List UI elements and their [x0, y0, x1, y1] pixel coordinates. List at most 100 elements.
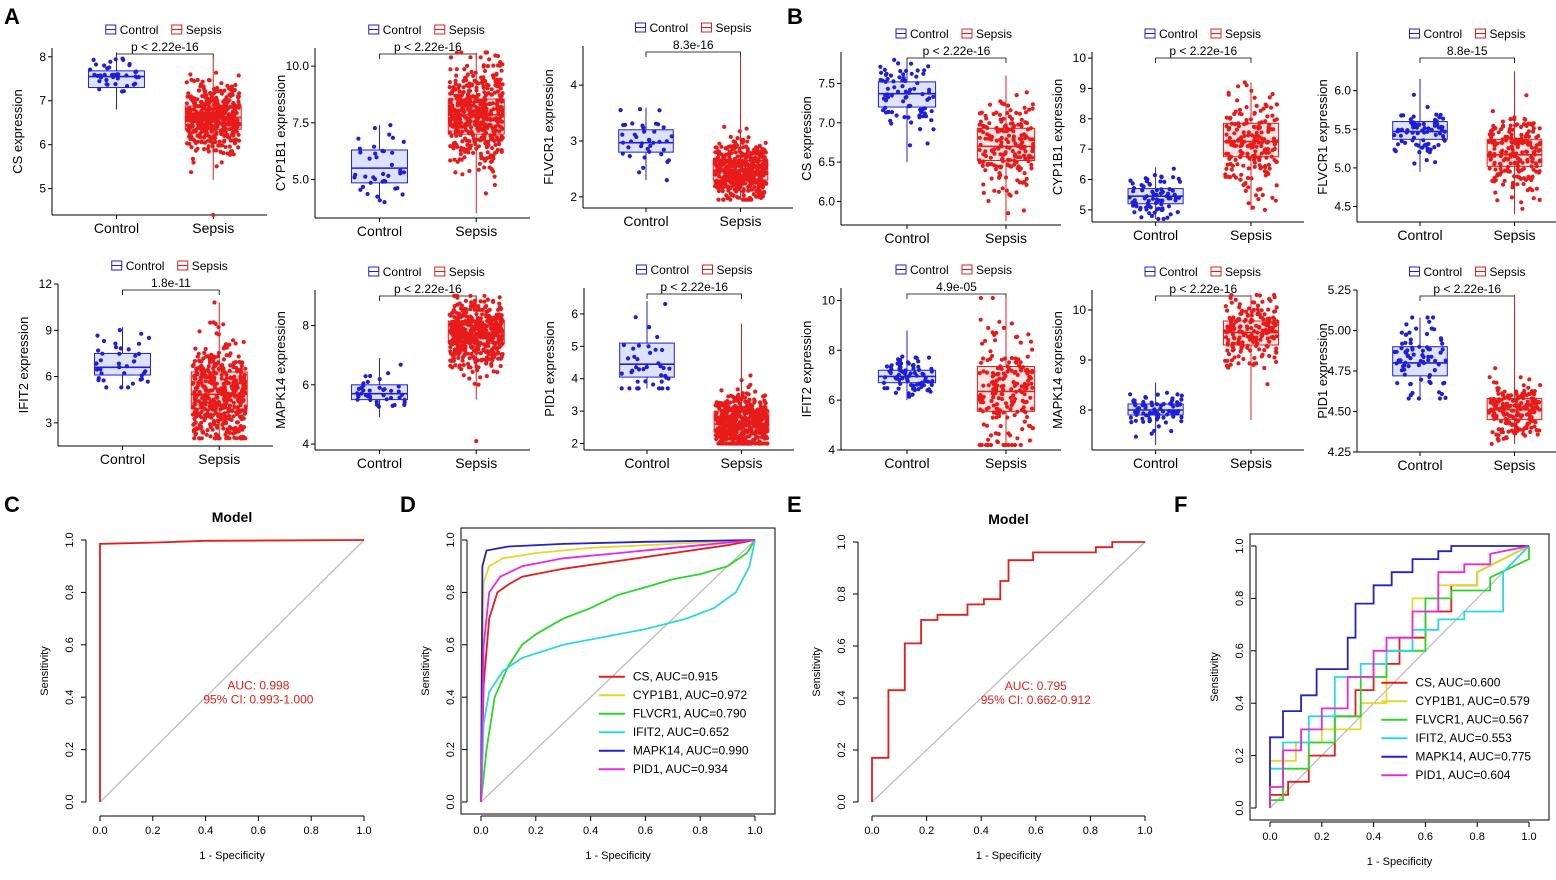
data-point [227, 414, 232, 419]
data-point [1014, 190, 1019, 195]
data-point [759, 435, 764, 440]
y-tick-label: 12 [39, 277, 53, 291]
data-point [223, 110, 228, 115]
data-point [1495, 141, 1500, 146]
data-point [762, 431, 767, 436]
data-point [1005, 415, 1010, 420]
data-point [635, 357, 640, 362]
data-point [717, 184, 722, 189]
data-point [489, 92, 494, 97]
data-point [720, 153, 726, 158]
data-point [460, 358, 465, 363]
data-point [208, 375, 213, 380]
data-point [721, 441, 726, 446]
data-point [482, 90, 487, 95]
data-point [216, 325, 221, 330]
data-point [199, 424, 204, 429]
data-point [1502, 178, 1507, 183]
data-point [1238, 149, 1243, 154]
data-point [717, 406, 722, 411]
data-point [760, 171, 765, 176]
data-point [220, 127, 225, 132]
data-point [1515, 145, 1520, 150]
data-point [1274, 102, 1279, 107]
data-point [1141, 419, 1146, 424]
data-point [1241, 163, 1246, 168]
data-point [995, 366, 1001, 371]
data-point [451, 307, 456, 313]
data-point [745, 139, 750, 144]
data-point [985, 161, 990, 167]
data-point [1169, 429, 1174, 434]
data-point [747, 164, 752, 169]
x-tick-label-sepsis: Sepsis [985, 230, 1027, 246]
data-point [92, 72, 97, 77]
data-point [473, 70, 478, 75]
data-point [619, 386, 624, 391]
data-point [762, 190, 767, 195]
data-point [723, 400, 728, 405]
data-point [203, 392, 208, 397]
data-point [1028, 376, 1034, 381]
legend-control-label: Control [1159, 27, 1198, 41]
data-point [739, 151, 744, 156]
y-tick-label: 4 [571, 372, 578, 386]
data-point [488, 322, 493, 327]
data-point [1526, 174, 1531, 179]
data-point [726, 171, 731, 177]
data-point [210, 126, 215, 131]
data-point [739, 178, 744, 183]
data-point [467, 341, 473, 346]
data-point [1245, 154, 1250, 159]
data-point [1531, 196, 1536, 201]
data-point [1233, 297, 1238, 302]
data-point [1179, 415, 1184, 420]
pvalue-label: p < 2.22e-16 [394, 40, 462, 54]
data-point [763, 181, 768, 186]
data-point [1515, 122, 1520, 127]
data-point [1008, 108, 1013, 113]
y-tick-label: 3 [571, 404, 578, 418]
data-point [231, 383, 236, 388]
data-point [1262, 207, 1267, 212]
data-point [219, 376, 224, 381]
data-point [1030, 106, 1035, 111]
data-point [757, 192, 762, 197]
data-point [188, 134, 193, 139]
data-point [1008, 395, 1013, 400]
data-point [929, 366, 934, 371]
data-point [472, 328, 477, 333]
data-point [486, 340, 491, 345]
data-point [211, 380, 216, 385]
points-control [93, 328, 152, 390]
data-point [206, 369, 211, 374]
data-point [656, 386, 662, 391]
data-point [1176, 176, 1181, 181]
data-point [1254, 103, 1259, 108]
data-point [198, 84, 203, 89]
data-point [193, 148, 198, 153]
data-point [737, 129, 742, 134]
data-point [725, 196, 730, 201]
data-point [1510, 147, 1515, 152]
data-point [215, 112, 220, 117]
data-point [1509, 195, 1514, 200]
data-point [733, 423, 739, 428]
data-point [468, 293, 473, 298]
data-point [741, 193, 746, 198]
data-point [450, 108, 455, 113]
data-point [1411, 352, 1416, 357]
data-point [215, 433, 220, 438]
y-tick-label: 2 [571, 437, 578, 451]
data-point [1007, 360, 1012, 365]
data-point [134, 69, 139, 74]
data-point [1163, 420, 1168, 425]
y-tick-label: 8 [302, 319, 309, 333]
data-point [1252, 95, 1257, 100]
data-point [926, 355, 932, 360]
data-point [390, 150, 395, 155]
data-point [1262, 312, 1267, 317]
data-point [205, 428, 210, 433]
data-point [467, 356, 472, 361]
data-point [663, 301, 668, 307]
